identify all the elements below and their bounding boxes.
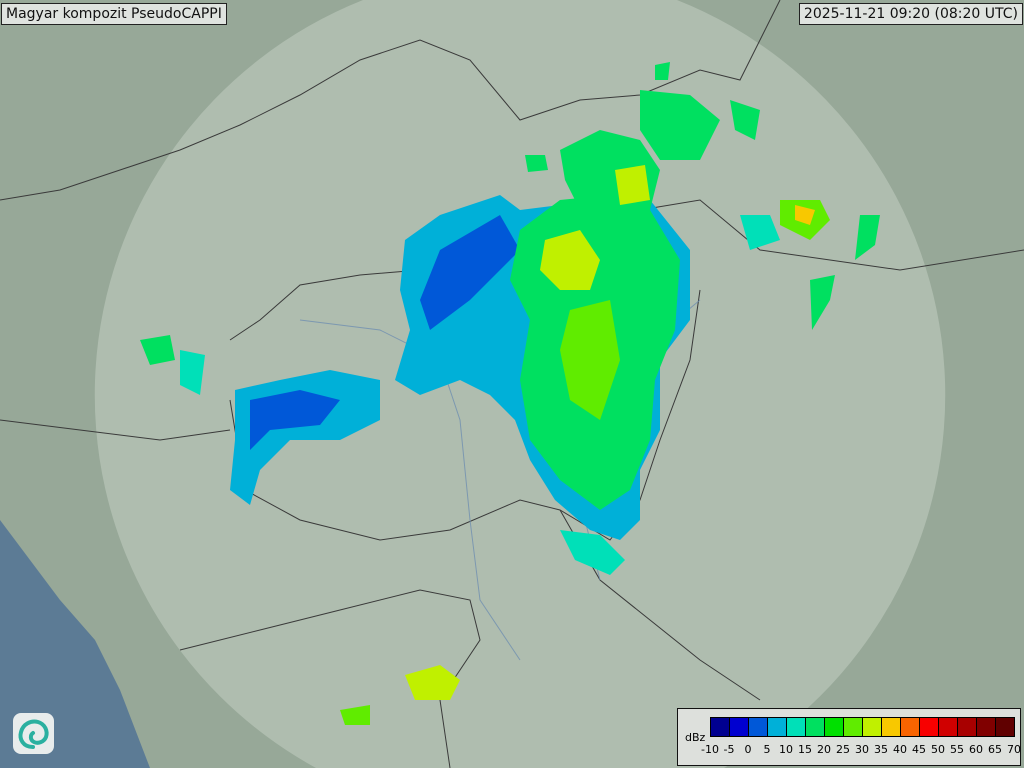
- legend-swatch: [844, 718, 863, 736]
- legend-tick-label: 40: [893, 743, 907, 756]
- legend-swatch: [977, 718, 996, 736]
- legend-tick-label: 45: [912, 743, 926, 756]
- legend-swatch: [882, 718, 901, 736]
- product-title: Magyar kompozit PseudoCAPPI: [1, 3, 227, 25]
- legend-swatch: [958, 718, 977, 736]
- legend-tick-label: 55: [950, 743, 964, 756]
- legend-tick-label: 30: [855, 743, 869, 756]
- legend-swatch: [806, 718, 825, 736]
- legend-unit: dBz: [685, 731, 706, 744]
- dbz-color-legend: dBz -10 -5 0 5 10 15 20 25 30 35 40 45 50 55 60 65 70: [677, 708, 1021, 766]
- legend-tick-label: -10: [701, 743, 719, 756]
- legend-swatch: [920, 718, 939, 736]
- legend-swatch: [939, 718, 958, 736]
- legend-tick-label: 0: [744, 743, 752, 756]
- legend-swatch: [825, 718, 844, 736]
- timestamp: 2025-11-21 09:20 (08:20 UTC): [798, 3, 1023, 25]
- legend-tick-label: 50: [931, 743, 945, 756]
- legend-swatch: [863, 718, 882, 736]
- legend-tick-label: -5: [723, 743, 735, 756]
- precipitation-echoes: [140, 62, 880, 725]
- legend-tick-label: 25: [836, 743, 850, 756]
- legend-tick-label: 60: [969, 743, 983, 756]
- legend-tick-label: 70: [1007, 743, 1021, 756]
- legend-swatch: [711, 718, 730, 736]
- legend-tick-label: 10: [779, 743, 793, 756]
- legend-swatch: [996, 718, 1014, 736]
- legend-swatch: [749, 718, 768, 736]
- legend-color-bar: [710, 717, 1015, 737]
- legend-swatch: [787, 718, 806, 736]
- adriatic-sea: [0, 520, 150, 768]
- legend-tick-label: 35: [874, 743, 888, 756]
- legend-swatch: [901, 718, 920, 736]
- legend-swatch: [730, 718, 749, 736]
- legend-tick-label: 65: [988, 743, 1002, 756]
- legend-tick-label: 5: [763, 743, 771, 756]
- legend-tick-label: 20: [817, 743, 831, 756]
- swirl-logo-icon: [13, 713, 54, 754]
- legend-tick-label: 15: [798, 743, 812, 756]
- legend-swatch: [768, 718, 787, 736]
